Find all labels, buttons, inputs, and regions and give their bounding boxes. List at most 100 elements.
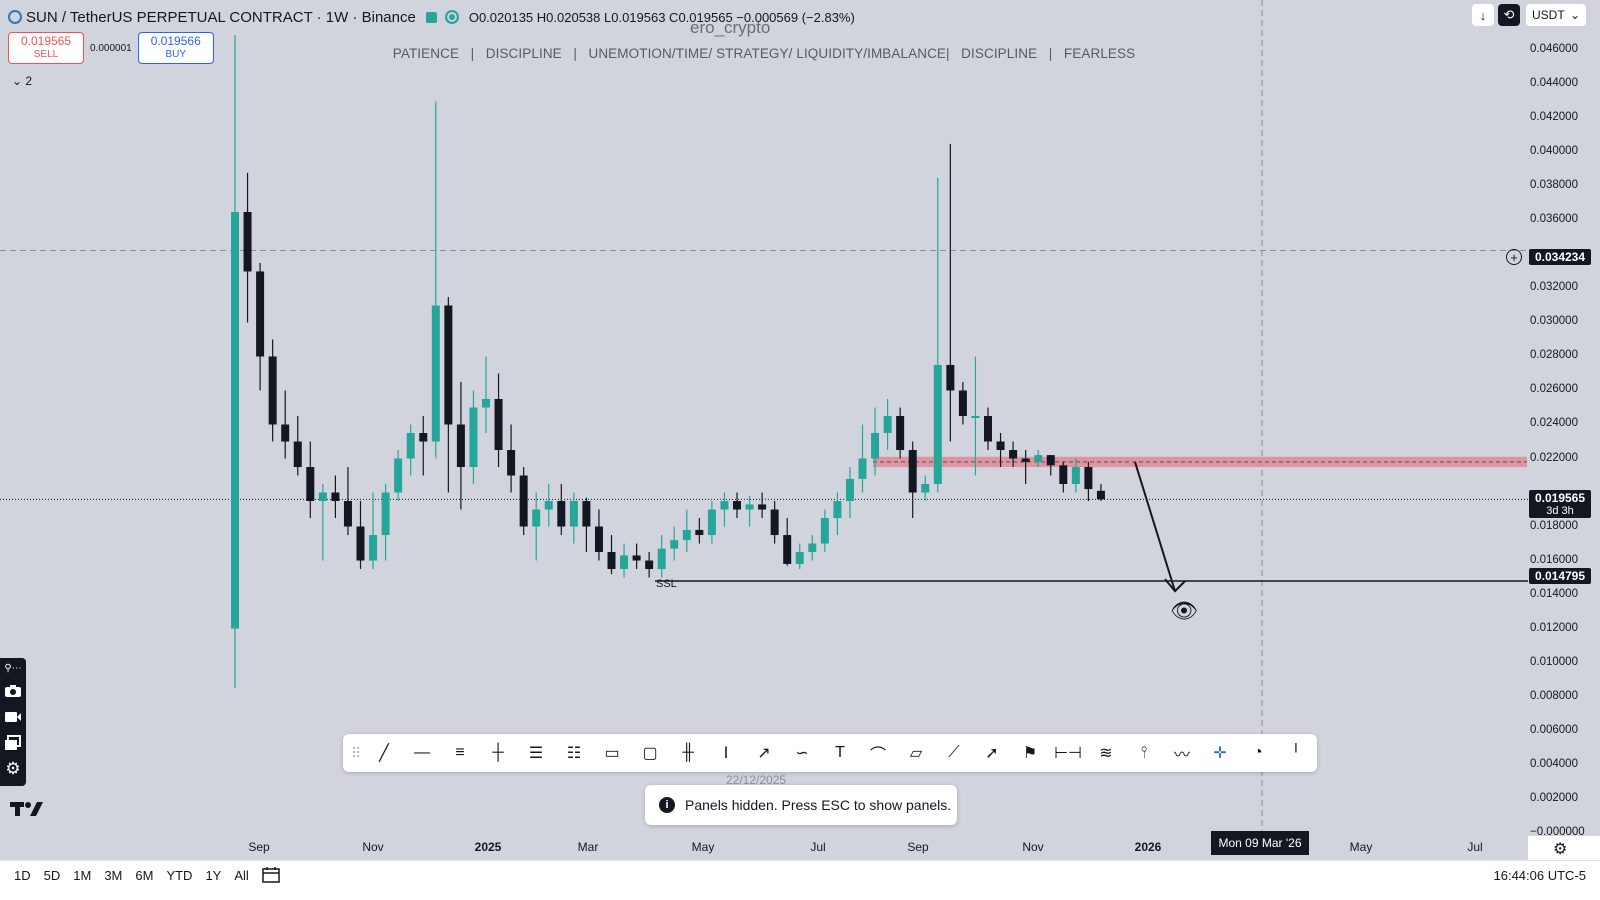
video-icon[interactable]	[1, 704, 25, 730]
bar-countdown: 3d 3h	[1546, 505, 1574, 517]
candle-body	[444, 305, 453, 425]
candle-body	[871, 433, 880, 459]
range-button-1y[interactable]: 1Y	[205, 868, 222, 883]
comment-icon[interactable]: ▱	[909, 745, 923, 762]
time-tick-label: Sep	[907, 840, 929, 854]
pitchfork-icon[interactable]: ⫯	[1140, 744, 1148, 761]
buy-button[interactable]: 0.019566 BUY	[137, 32, 214, 64]
horizontal-ray-icon[interactable]: —	[414, 744, 430, 761]
left-toolbar: ⚲⋯ ⚙	[0, 658, 26, 786]
price-tick-label: 0.018000	[1530, 519, 1578, 532]
candlestick-chart[interactable]	[0, 0, 1600, 860]
candle-body	[544, 501, 553, 510]
rectangle-icon[interactable]: ▢	[642, 745, 658, 762]
drawing-toolbar: ⠿ ╱ — ≡ ┼ ☰ ☷ ▭ ▢ ╫ Ⅰ ↗ ∽ T ⌒ ▱ ⟋ ➚ ⚑ ⊢⊣ ≋ ⫯ 〰 ✛ ◔ ╵	[343, 734, 1317, 772]
callout-icon[interactable]: ▭	[604, 745, 620, 762]
clock[interactable]: 16:44:06 UTC-5	[1493, 868, 1587, 883]
range-button-ytd[interactable]: YTD	[166, 868, 193, 883]
candle-body	[1071, 467, 1080, 485]
price-tick-label: 0.024000	[1530, 417, 1578, 430]
date-price-range-icon[interactable]: ⊢⊣	[1054, 745, 1082, 762]
crosshair-date-label: Mon 09 Mar '26	[1211, 831, 1309, 855]
candle-body	[582, 501, 591, 527]
candle-body	[921, 484, 930, 493]
symbol-title[interactable]: SUN / TetherUS PERPETUAL CONTRACT · 1W ·…	[26, 8, 416, 26]
range-button-3m[interactable]: 3M	[104, 868, 123, 883]
price-tick-label: 0.014000	[1530, 587, 1578, 600]
range-button-5d[interactable]: 5D	[43, 868, 61, 883]
panels-hidden-toast: i Panels hidden. Press ESC to show panel…	[645, 785, 957, 825]
flag-icon[interactable]: ⚑	[1022, 745, 1038, 762]
date-watermark: 22/12/2025	[726, 773, 787, 787]
price-tick-label: 0.026000	[1530, 383, 1578, 396]
add-alert-icon[interactable]: +	[1506, 249, 1522, 265]
download-icon[interactable]: ↓	[1472, 4, 1494, 26]
candle-body	[657, 548, 666, 570]
arrow-marker-icon[interactable]: ➚	[985, 745, 999, 762]
range-button-6m[interactable]: 6M	[135, 868, 154, 883]
cursor-icon[interactable]: ╵	[1291, 745, 1301, 762]
crosshair-icon[interactable]: ✛	[1213, 745, 1227, 762]
range-button-1m[interactable]: 1M	[73, 868, 92, 883]
candle-body	[908, 450, 917, 493]
price-tick-label: 0.044000	[1530, 77, 1578, 90]
price-tick-label: 0.016000	[1530, 553, 1578, 566]
candle-body	[431, 305, 440, 442]
indicators-toggle[interactable]: ⌄ 2	[12, 74, 32, 88]
layers-icon[interactable]	[1, 730, 25, 756]
flag-icon[interactable]	[425, 11, 437, 23]
time-tick-label: May	[691, 840, 715, 854]
sell-button[interactable]: 0.019565 SELL	[8, 32, 84, 64]
candle-body	[456, 424, 465, 468]
candle-body	[670, 540, 679, 549]
trend-line-icon[interactable]: ╱	[379, 745, 389, 762]
watermark-text: ero_crypto	[690, 18, 771, 37]
price-tick-label: 0.030000	[1530, 315, 1578, 328]
currency-select[interactable]: USDT ⌄	[1526, 4, 1586, 26]
time-tick-label: Nov	[1022, 840, 1044, 854]
range-button-all[interactable]: All	[234, 868, 249, 883]
candle-body	[594, 526, 603, 553]
symbol-header: SUN / TetherUS PERPETUAL CONTRACT · 1W ·…	[8, 6, 855, 28]
time-tick-label: Jul	[810, 840, 826, 854]
time-tick-label: Sep	[248, 840, 270, 854]
camera-icon[interactable]	[1, 678, 25, 704]
brush-icon[interactable]: ∽	[795, 745, 809, 762]
range-button-1d[interactable]: 1D	[14, 868, 31, 883]
gann-fan-icon[interactable]: ≋	[1099, 745, 1113, 762]
time-tick-label: May	[1349, 840, 1373, 854]
fib-extension-icon[interactable]: ☷	[566, 745, 582, 762]
arrow-icon[interactable]: ↗	[757, 745, 771, 762]
long-position-icon[interactable]: ╫	[682, 744, 694, 761]
sync-icon[interactable]: ⟲	[1498, 4, 1520, 26]
candle-body	[883, 415, 892, 433]
currency-value: USDT	[1532, 8, 1565, 22]
candle-body	[419, 433, 428, 442]
price-scale[interactable]	[1528, 0, 1600, 836]
curve-icon[interactable]: ⌒	[869, 747, 886, 764]
time-tick-label: Nov	[362, 840, 384, 854]
buy-label: BUY	[165, 49, 186, 60]
price-tick-label: 0.012000	[1530, 621, 1578, 634]
text-icon[interactable]: T	[835, 744, 845, 761]
candle-body	[745, 504, 754, 510]
horizontal-line-icon[interactable]: ┼	[492, 744, 504, 761]
link-icon[interactable]: ⚲⋯	[4, 662, 22, 674]
candle-body	[632, 555, 641, 561]
parallel-channel-icon[interactable]: ≡	[455, 744, 465, 761]
price-tick-label: 0.010000	[1530, 655, 1578, 668]
price-range-icon[interactable]: Ⅰ	[723, 745, 729, 762]
fib-retracement-icon[interactable]: ☰	[528, 745, 544, 762]
time-scale-settings-icon[interactable]: ⚙	[1553, 841, 1568, 858]
candle-body	[1084, 467, 1093, 490]
top-right-controls: ↓ ⟲ USDT ⌄	[1468, 4, 1586, 26]
pencil-icon[interactable]: ◔	[1253, 744, 1263, 761]
path-icon[interactable]: ⟋	[948, 744, 960, 761]
sell-price: 0.019565	[20, 34, 72, 48]
chart-pane[interactable]	[0, 0, 1528, 836]
date-range-calendar-icon[interactable]	[262, 866, 282, 889]
drag-handle-icon[interactable]: ⠿	[351, 744, 362, 761]
settings-gear-icon[interactable]: ⚙	[5, 759, 21, 778]
elliott-wave-icon[interactable]: 〰	[1173, 747, 1190, 764]
